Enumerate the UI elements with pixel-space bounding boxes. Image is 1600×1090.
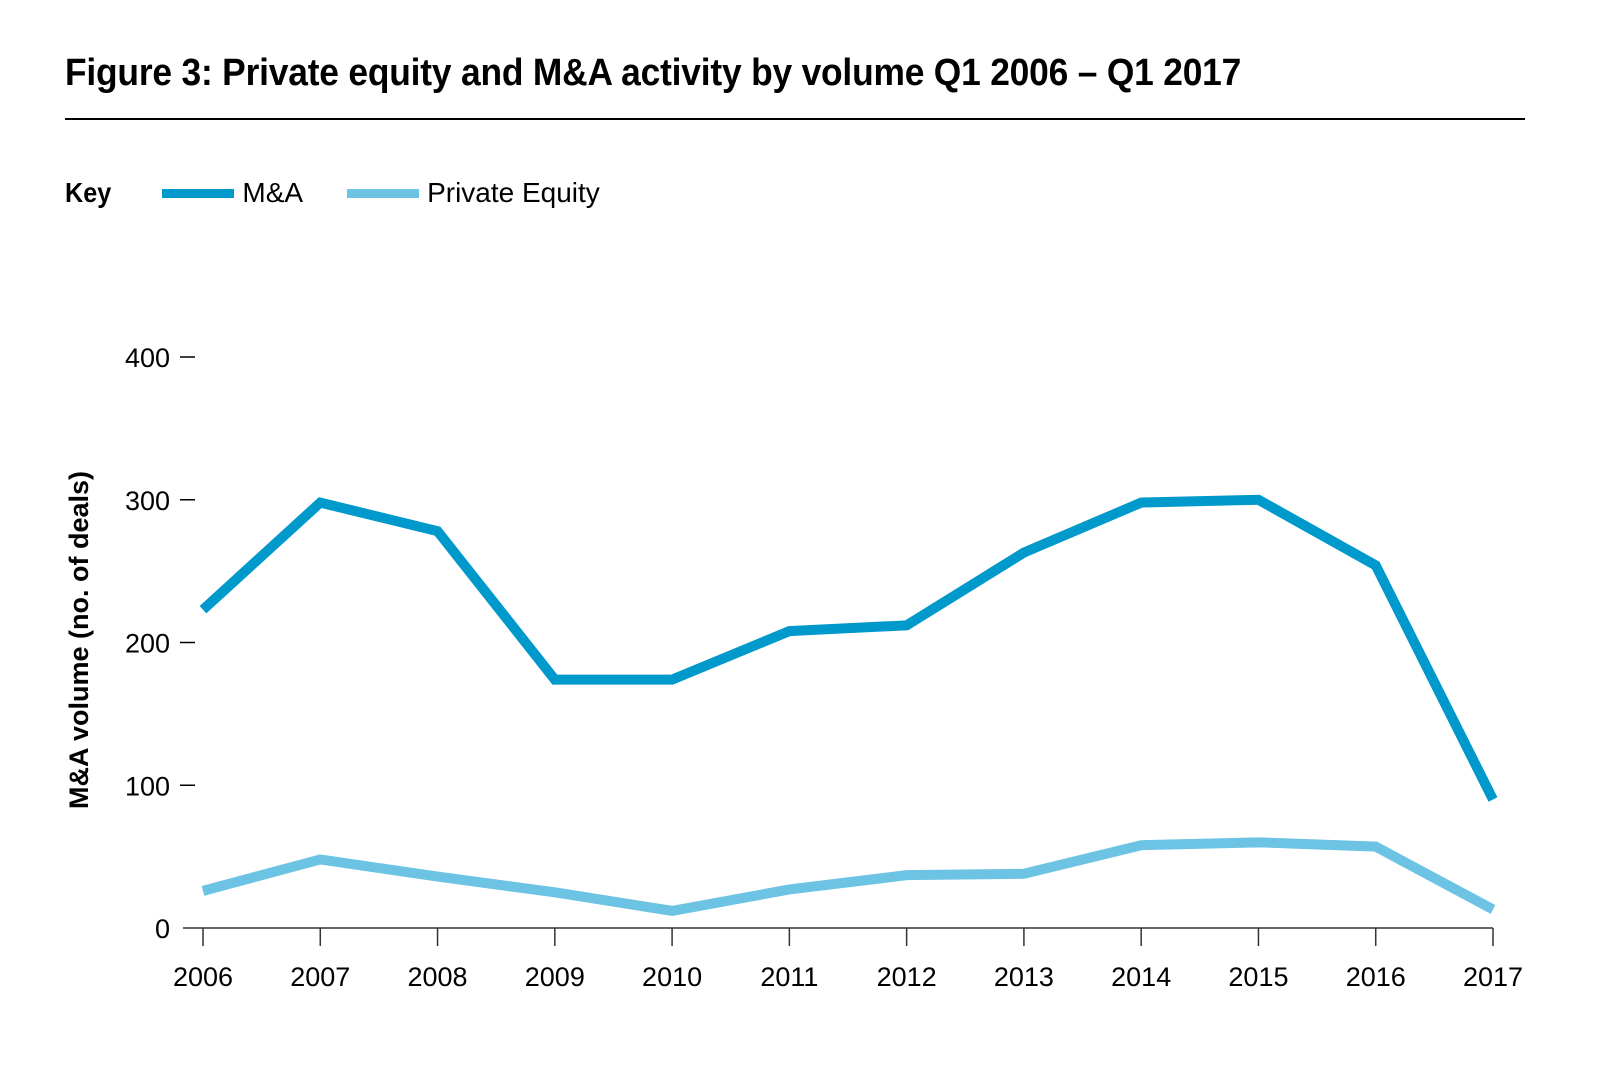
series-group [199, 494, 1498, 916]
x-tick-label: 2012 [877, 962, 937, 992]
x-tick-label: 2011 [760, 962, 818, 992]
x-tick-label: 2007 [290, 962, 350, 992]
y-axis: 0 100 200 300 400 [125, 343, 195, 944]
x-tick-label: 2013 [994, 962, 1054, 992]
series-line-private-equity [201, 837, 1496, 916]
x-tick-label: 2010 [642, 962, 702, 992]
x-axis: 2006 2007 2008 2009 2010 2011 2012 2013 2014 2015… [173, 927, 1523, 992]
legend-swatch-ma [162, 188, 235, 198]
y-axis-label: M&A volume (no. of deals) [64, 471, 94, 809]
chart-title: Figure 3: Private equity and M&A activit… [65, 52, 1242, 94]
legend-key-label: Key [65, 177, 112, 208]
x-tick-label: 2008 [408, 962, 468, 992]
legend-label-private-equity: Private Equity [427, 177, 600, 208]
series-line-m-a [199, 494, 1498, 802]
x-tick-label: 2017 [1463, 962, 1523, 992]
y-tick-label: 300 [125, 486, 170, 516]
x-tick-label: 2016 [1346, 962, 1406, 992]
x-tick-label: 2015 [1228, 962, 1288, 992]
x-tick-label: 2006 [173, 962, 233, 992]
y-tick-label: 0 [155, 914, 170, 944]
y-tick-label: 400 [125, 343, 170, 373]
y-tick-label: 100 [125, 771, 170, 801]
title-divider [65, 118, 1525, 120]
legend: Key M&A Private Equity [65, 173, 644, 213]
y-tick-label: 200 [125, 629, 170, 659]
legend-label-ma: M&A [242, 177, 304, 208]
x-tick-label: 2014 [1111, 962, 1171, 992]
x-tick-label: 2009 [525, 962, 585, 992]
legend-swatch-private-equity [347, 188, 420, 198]
